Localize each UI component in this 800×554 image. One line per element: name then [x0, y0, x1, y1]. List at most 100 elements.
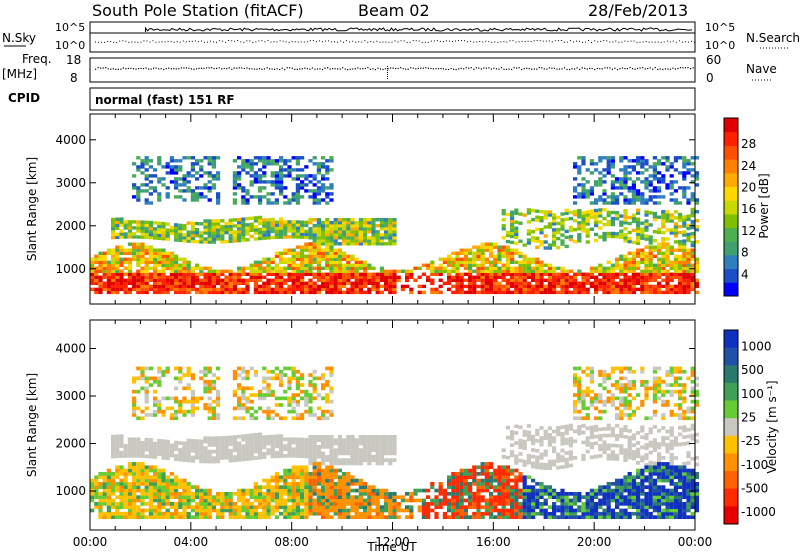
power-cell	[111, 257, 116, 261]
vel-cell	[211, 502, 216, 506]
power-cell	[644, 234, 649, 238]
power-cell	[270, 220, 275, 225]
power-cell	[342, 272, 347, 276]
power-cell	[430, 269, 435, 273]
power-cell	[190, 230, 195, 235]
power-cell	[657, 284, 662, 289]
power-cell	[631, 266, 636, 270]
power-cell	[501, 251, 506, 255]
vel-cell	[274, 488, 279, 493]
power-cell	[216, 290, 221, 295]
power-cell	[115, 254, 120, 258]
power-cell	[199, 278, 204, 282]
vel-cell	[350, 482, 355, 486]
power-cell	[346, 269, 351, 273]
freq-dot	[168, 67, 170, 69]
freq-dot	[601, 68, 603, 70]
vel-cell	[295, 413, 300, 417]
power-cell	[207, 219, 212, 223]
power-cell	[636, 241, 641, 245]
power-cell	[661, 278, 666, 282]
nsearch-dot	[352, 40, 354, 42]
vel-cell	[304, 465, 309, 470]
vel-cell	[153, 515, 158, 519]
freq-dot	[314, 68, 316, 70]
power-cell	[652, 278, 657, 282]
power-cell	[476, 269, 481, 273]
power-cell	[678, 239, 683, 244]
power-cell	[178, 189, 183, 193]
power-cell	[203, 222, 208, 226]
power-cell	[631, 275, 636, 279]
vel-cell	[144, 366, 149, 371]
power-cell	[648, 211, 653, 215]
power-cell	[312, 183, 317, 187]
vel-cell	[262, 515, 267, 519]
power-cell	[237, 278, 242, 282]
power-cell	[325, 177, 330, 181]
power-cell	[392, 218, 397, 222]
power-cell	[190, 287, 195, 292]
power-cell	[673, 159, 678, 163]
power-cell	[371, 275, 376, 279]
vel-cell	[224, 435, 229, 440]
vel-cell	[283, 488, 288, 493]
power-cell	[157, 159, 162, 163]
power-cell	[514, 269, 519, 273]
power-cell	[350, 236, 355, 240]
power-cell	[321, 227, 326, 231]
power-cell	[350, 281, 355, 285]
power-cell	[463, 272, 468, 276]
power-cell	[123, 287, 128, 292]
vel-cell	[148, 465, 153, 470]
vel-cell	[291, 472, 296, 476]
vel-cell	[182, 454, 187, 459]
vel-cell	[295, 383, 300, 387]
nsearch-dot	[167, 41, 169, 43]
power-cell	[195, 278, 200, 282]
power-cell	[514, 208, 519, 212]
power-cell	[686, 287, 691, 292]
nsearch-dot	[164, 41, 166, 43]
power-cell	[182, 183, 187, 187]
power-cell	[144, 201, 149, 205]
power-cell	[325, 218, 330, 222]
power-cell	[694, 177, 699, 181]
power-cell	[585, 272, 590, 276]
power-cell	[623, 221, 628, 225]
vel-cell	[253, 488, 258, 493]
power-cell	[585, 240, 590, 244]
power-cell	[262, 257, 267, 261]
vel-cell	[144, 413, 149, 417]
power-cell	[174, 257, 179, 261]
power-cell	[195, 162, 200, 166]
freq-dot	[647, 67, 649, 70]
power-cell	[165, 251, 170, 255]
power-cell	[623, 171, 628, 175]
freq-dot	[450, 67, 452, 70]
power-cell	[573, 272, 578, 276]
power-cell	[631, 183, 636, 187]
power-cell	[199, 168, 204, 172]
freq-dot	[387, 68, 389, 70]
power-cell	[648, 180, 653, 184]
power-cell	[484, 287, 489, 292]
vel-cell	[119, 482, 124, 486]
power-cell	[585, 281, 590, 285]
power-cell	[505, 284, 510, 289]
vel-cell	[245, 440, 250, 445]
power-cell	[690, 225, 695, 230]
vel-cell	[98, 505, 103, 509]
power-cell	[610, 180, 615, 184]
power-cell	[438, 269, 443, 273]
power-cell	[522, 290, 527, 295]
vel-cell	[266, 485, 271, 489]
power-cell	[388, 221, 393, 225]
vel-cell	[220, 456, 225, 460]
power-cell	[640, 287, 645, 292]
power-cell	[224, 224, 229, 229]
power-cell	[694, 290, 699, 295]
freq-dot	[122, 67, 124, 69]
power-cell	[228, 278, 233, 282]
power-cell	[602, 269, 607, 273]
